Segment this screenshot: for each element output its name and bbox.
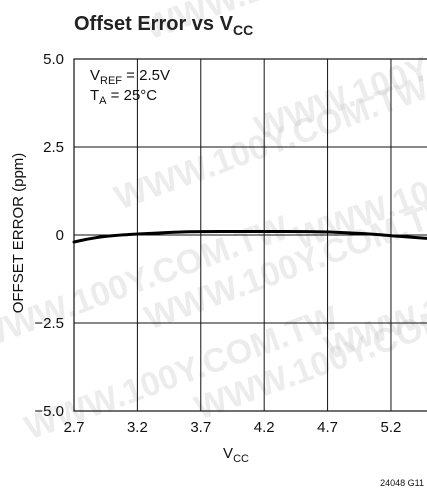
annotation-ta: TA = 25°C <box>90 87 157 107</box>
x-axis-label-main: V <box>223 445 233 462</box>
x-axis-label: VCC <box>223 445 249 465</box>
y-tick-label-1: 2.5 <box>43 139 64 156</box>
x-axis-label-subscript: CC <box>233 453 249 465</box>
y-tick-label-0: 5.0 <box>43 51 64 68</box>
plot-frame <box>73 58 427 412</box>
annotation-ta-main: T <box>90 87 99 104</box>
x-tick-label-2: 3.7 <box>190 419 211 436</box>
y-tick-labels: 5.0 2.5 0 −2.5 −5.0 <box>34 51 64 420</box>
annotation-vref-main: V <box>90 67 100 84</box>
annotation-ta-rest: = 25°C <box>107 87 158 104</box>
x-tick-label-5: 5.2 <box>381 419 402 436</box>
annotation-vref-rest: = 2.5V <box>122 67 170 84</box>
y-tick-label-3: −2.5 <box>34 315 64 332</box>
figure-code: 24048 G11 <box>380 478 424 488</box>
annotation-vref: VREF = 2.5V <box>90 67 170 87</box>
chart-title-subscript: CC <box>233 22 253 38</box>
x-tick-label-3: 4.2 <box>254 419 275 436</box>
y-tick-label-2: 0 <box>56 227 64 244</box>
y-tick-label-4: −5.0 <box>34 403 64 420</box>
watermark-group: WWW.100Y.COM.TWWWW.100Y.COM.TWWWW.100Y.C… <box>0 0 427 448</box>
x-tick-labels: 2.7 3.2 3.7 4.2 4.7 5.2 <box>64 419 402 436</box>
series-line-offset-error <box>72 230 427 244</box>
chart-title: Offset Error vs VCC <box>74 13 253 38</box>
x-tick-label-4: 4.7 <box>317 419 338 436</box>
chart-title-main: Offset Error vs V <box>74 13 234 35</box>
annotation-ta-subscript: A <box>99 95 107 107</box>
annotation-vref-subscript: REF <box>100 75 122 87</box>
x-tick-label-1: 3.2 <box>127 419 148 436</box>
x-tick-label-0: 2.7 <box>64 419 85 436</box>
y-axis-label: OFFSET ERROR (ppm) <box>10 153 27 314</box>
